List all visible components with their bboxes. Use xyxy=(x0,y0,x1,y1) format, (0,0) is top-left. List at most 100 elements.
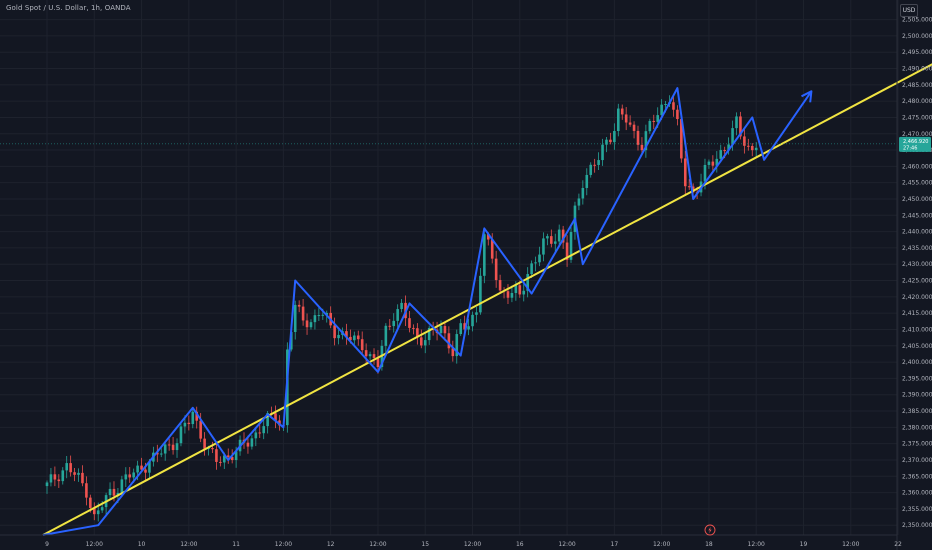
price-tick-label: 2,500.000 xyxy=(902,33,932,40)
candle-body xyxy=(175,443,179,451)
candle-body xyxy=(471,314,474,327)
candle-body xyxy=(317,315,321,317)
candle-body xyxy=(112,488,116,496)
candle-body xyxy=(486,234,490,240)
currency-button[interactable]: USD xyxy=(900,4,918,17)
candle-body xyxy=(305,320,309,328)
candle-body xyxy=(727,144,730,151)
candle-body xyxy=(518,285,522,295)
candle-body xyxy=(349,336,352,341)
candle-body xyxy=(498,280,502,291)
price-tick-label: 2,475.000 xyxy=(902,114,932,121)
price-tick-label: 2,450.000 xyxy=(902,196,932,203)
candle-body xyxy=(120,479,124,494)
candle-body xyxy=(124,474,128,480)
time-axis[interactable]: 9 12:00 10 12:00 11 12:00 12 12:00 15 12:00 16 12:0… xyxy=(45,541,902,548)
time-tick-label: 12:00 xyxy=(842,541,859,548)
candle-body xyxy=(293,304,297,333)
candle-body xyxy=(617,108,620,132)
candle-body xyxy=(234,451,238,461)
candle-body xyxy=(81,472,84,484)
price-tick-label: 2,370.000 xyxy=(902,457,932,464)
price-tick-label: 2,400.000 xyxy=(902,359,932,366)
candle-body xyxy=(301,306,305,321)
candle-body xyxy=(447,333,451,349)
candle-body xyxy=(672,102,675,110)
price-tick-label: 2,390.000 xyxy=(902,392,932,399)
candle-body xyxy=(203,438,206,449)
candle-body xyxy=(132,472,135,478)
candle-body xyxy=(561,229,565,243)
candle-body xyxy=(392,320,396,327)
candle-body xyxy=(743,136,746,146)
candle-body xyxy=(333,325,336,339)
candle-body xyxy=(530,263,533,275)
candle-body xyxy=(144,469,147,473)
time-tick-label: 18 xyxy=(705,541,713,548)
lightning-bolt-icon[interactable] xyxy=(704,524,716,536)
candle-body xyxy=(408,318,411,328)
candle-body xyxy=(136,465,139,473)
price-tick-label: 2,460.000 xyxy=(902,163,932,170)
candle-body xyxy=(191,411,195,425)
price-tick-label: 2,410.000 xyxy=(902,326,932,333)
price-tick-label: 2,495.000 xyxy=(902,49,932,56)
candle-body xyxy=(128,474,132,478)
candle-body xyxy=(510,292,514,298)
candle-body xyxy=(711,161,715,166)
candle-body xyxy=(538,254,541,263)
candle-body xyxy=(65,463,68,471)
price-tick-label: 2,435.000 xyxy=(902,245,932,252)
price-tick-label: 2,425.000 xyxy=(902,278,932,285)
candle-body xyxy=(92,507,96,515)
candle-body xyxy=(542,238,545,255)
candle-body xyxy=(427,327,431,341)
candle-body xyxy=(207,448,210,450)
zigzag-path[interactable] xyxy=(42,87,813,536)
candle-body xyxy=(266,413,269,427)
support-trendline[interactable] xyxy=(42,49,932,536)
candle-body xyxy=(687,186,691,188)
candle-body xyxy=(262,426,265,434)
candle-body xyxy=(388,325,392,327)
time-tick-label: 12:00 xyxy=(180,541,197,548)
candle-body xyxy=(195,411,199,421)
price-tick-label: 2,455.000 xyxy=(902,180,932,187)
price-tick-label: 2,350.000 xyxy=(902,522,932,529)
zigzag-arrowhead xyxy=(801,90,813,103)
candle-body xyxy=(230,456,234,461)
candle-body xyxy=(750,145,754,151)
candle-body xyxy=(163,444,167,454)
candle-body xyxy=(593,164,596,166)
price-axis[interactable]: 2,350.000 2,355.000 2,360.000 2,365.000 2,37… xyxy=(902,17,932,530)
candle-body xyxy=(412,327,415,329)
candle-body xyxy=(45,482,49,487)
candle-body xyxy=(420,337,423,346)
candle-body xyxy=(439,326,443,334)
candle-body xyxy=(715,158,719,166)
candle-body xyxy=(215,449,218,462)
candle-body xyxy=(676,109,679,120)
candle-body xyxy=(159,453,163,455)
candle-body xyxy=(609,139,612,143)
candle-body xyxy=(49,474,53,483)
candle-body xyxy=(96,510,100,515)
candle-body xyxy=(550,236,553,244)
candle-body xyxy=(719,150,723,159)
time-tick-label: 12:00 xyxy=(86,541,103,548)
price-tick-label: 2,470.000 xyxy=(902,131,932,138)
candle-body xyxy=(108,488,112,496)
candle-body xyxy=(376,357,380,368)
candle-body xyxy=(585,174,589,188)
candle-body xyxy=(506,291,510,298)
candle-body xyxy=(553,241,557,244)
symbol-legend[interactable]: Gold Spot / U.S. Dollar, 1h, OANDA xyxy=(6,4,131,12)
candle-body xyxy=(459,323,462,335)
candle-body xyxy=(443,326,447,334)
price-tick-label: 2,485.000 xyxy=(902,82,932,89)
candle-body xyxy=(187,422,191,425)
candle-body xyxy=(61,470,65,482)
price-tick-label: 2,385.000 xyxy=(902,408,932,415)
